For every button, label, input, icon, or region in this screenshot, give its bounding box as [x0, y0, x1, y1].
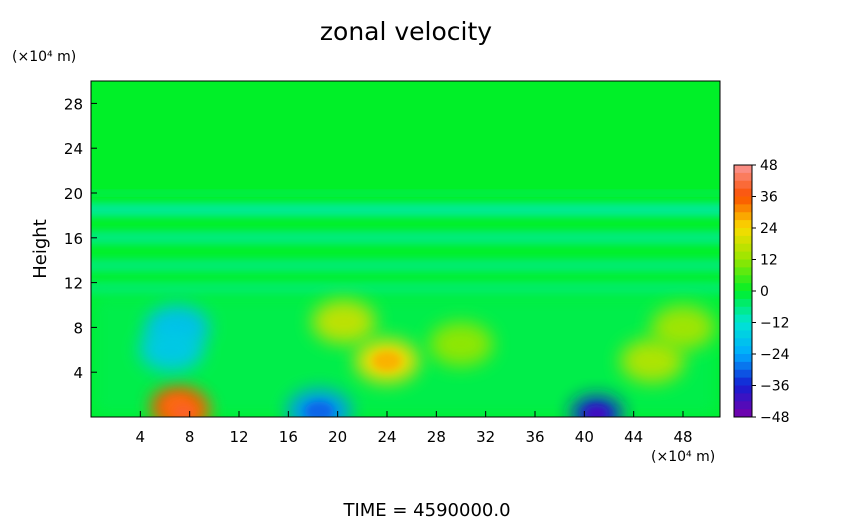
y-axis: 4 8 12 16 20 24 28 — [64, 95, 97, 382]
feature-8 — [429, 322, 493, 367]
band-0 — [91, 191, 720, 195]
x-tick-label: 24 — [377, 428, 396, 446]
x-tick-label: 44 — [624, 428, 643, 446]
colorbar-segment — [734, 401, 752, 410]
colorbar-segment — [734, 212, 752, 221]
x-tick-label: 20 — [328, 428, 347, 446]
plot-frame — [90, 80, 721, 418]
chart-title: zonal velocity — [320, 17, 492, 46]
x-tick-label: 8 — [185, 428, 195, 446]
x-tick-label: 48 — [673, 428, 692, 446]
x-unit-label: (×10⁴ m) — [651, 449, 715, 465]
feature-10 — [651, 305, 715, 350]
x-tick-label: 36 — [525, 428, 544, 446]
x-axis: 4 8 12 16 20 24 28 32 36 40 44 48 — [136, 411, 693, 446]
feature-core-5 — [584, 405, 609, 417]
colorbar-segment — [734, 322, 752, 331]
y-unit-label: (×10⁴ m) — [12, 49, 76, 65]
colorbar-segment — [734, 180, 752, 190]
colorbar: 48 36 24 12 0 −12 −24 −36 −48 — [733, 158, 790, 426]
colorbar-tick-label: 36 — [760, 190, 778, 206]
y-tick-label: 8 — [73, 319, 83, 337]
colorbar-tick-label: 48 — [760, 158, 778, 174]
y-tick-label: 24 — [64, 140, 83, 158]
band-3 — [91, 258, 720, 273]
feature-3 — [139, 327, 204, 372]
band-1 — [91, 202, 720, 217]
y-axis-label: Height — [30, 219, 51, 279]
colorbar-segment — [734, 259, 752, 268]
colorbar-segment — [734, 338, 752, 347]
band-4 — [91, 281, 720, 296]
colorbar-segment — [734, 291, 752, 300]
colorbar-segment — [734, 330, 752, 339]
colorbar-segment — [734, 165, 752, 174]
colorbar-segment — [734, 346, 752, 355]
colorbar-segment — [734, 196, 752, 205]
time-footer: TIME = 4590000.0 — [342, 500, 510, 519]
y-tick-label: 4 — [73, 364, 83, 382]
colorbar-tick-label: −36 — [760, 379, 790, 395]
colorbar-segment — [734, 220, 752, 229]
colorbar-segment — [734, 235, 752, 245]
y-tick-label: 20 — [64, 185, 83, 203]
colorbar-segment — [734, 172, 752, 182]
colorbar-segment — [734, 385, 752, 394]
feature-core-7 — [372, 351, 402, 371]
x-tick-label: 16 — [279, 428, 298, 446]
feature-core-4 — [304, 401, 334, 417]
feature-6 — [311, 299, 376, 344]
colorbar-segment — [734, 204, 752, 213]
colorbar-tick-label: 24 — [760, 221, 778, 237]
colorbar-segment — [734, 298, 752, 308]
colorbar-segment — [734, 275, 752, 284]
colorbar-segment — [734, 306, 752, 316]
colorbar-segment — [734, 361, 752, 371]
colorbar-segment — [734, 354, 752, 363]
colorbar-segment — [734, 283, 752, 292]
x-tick-label: 28 — [427, 428, 446, 446]
band-2 — [91, 230, 720, 245]
y-tick-label: 28 — [64, 95, 83, 113]
colorbar-tick-label: −24 — [760, 347, 790, 363]
colorbar-segment — [734, 251, 752, 260]
colorbar-segment — [734, 369, 752, 379]
y-tick-label: 16 — [64, 230, 83, 248]
x-tick-label: 12 — [229, 428, 248, 446]
colorbar-segment — [734, 267, 752, 276]
colorbar-segment — [734, 409, 752, 418]
colorbar-tick-label: 12 — [760, 253, 778, 269]
colorbar-segment — [734, 228, 752, 237]
x-tick-label: 32 — [476, 428, 495, 446]
colorbar-segment — [734, 314, 752, 323]
feature-9 — [620, 339, 685, 383]
heatmap-field — [91, 81, 720, 417]
colorbar-tick-label: −48 — [760, 410, 790, 426]
x-tick-label: 40 — [575, 428, 594, 446]
colorbar-tick-label: −12 — [760, 316, 790, 332]
x-tick-label: 4 — [136, 428, 146, 446]
colorbar-segment — [734, 393, 752, 402]
y-tick-label: 12 — [64, 275, 83, 293]
colorbar-tick-label: 0 — [760, 284, 769, 300]
colorbar-segment — [734, 188, 752, 197]
colorbar-segment — [734, 377, 752, 386]
colorbar-segment — [734, 243, 752, 253]
